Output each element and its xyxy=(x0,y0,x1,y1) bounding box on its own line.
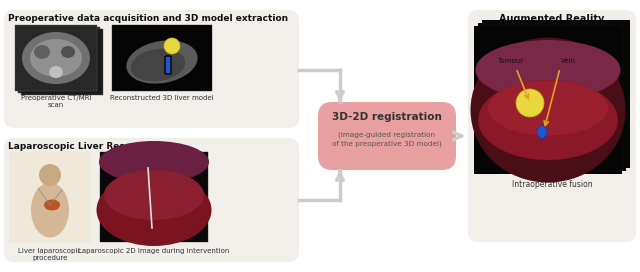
FancyBboxPatch shape xyxy=(4,10,299,128)
Ellipse shape xyxy=(30,39,82,77)
Ellipse shape xyxy=(131,49,186,81)
FancyBboxPatch shape xyxy=(165,56,171,74)
Ellipse shape xyxy=(99,141,209,183)
Text: Preoperative CT/MRI
scan: Preoperative CT/MRI scan xyxy=(20,95,92,108)
Text: Intraoperative fusion: Intraoperative fusion xyxy=(512,180,592,189)
FancyBboxPatch shape xyxy=(318,102,456,170)
Text: Reconstructed 3D liver model: Reconstructed 3D liver model xyxy=(110,95,214,101)
Text: Tumour: Tumour xyxy=(497,58,523,64)
FancyBboxPatch shape xyxy=(468,10,636,242)
Bar xyxy=(21,29,103,95)
Ellipse shape xyxy=(61,46,75,58)
Bar xyxy=(478,23,626,171)
Text: 3D-2D registration: 3D-2D registration xyxy=(332,112,442,122)
Bar xyxy=(18,27,100,93)
Circle shape xyxy=(164,38,180,54)
Text: Augmented Reality: Augmented Reality xyxy=(499,14,605,24)
Bar xyxy=(10,152,90,242)
Ellipse shape xyxy=(476,40,621,100)
Ellipse shape xyxy=(488,81,608,135)
Circle shape xyxy=(516,89,544,117)
Bar xyxy=(474,26,622,174)
Bar xyxy=(482,20,630,168)
Bar xyxy=(100,152,208,242)
Ellipse shape xyxy=(470,38,625,183)
Text: Vein: Vein xyxy=(561,58,575,64)
Text: Laparoscopic Liver Resection: Laparoscopic Liver Resection xyxy=(8,142,156,151)
Ellipse shape xyxy=(34,45,50,59)
Circle shape xyxy=(39,164,61,186)
Ellipse shape xyxy=(126,41,198,84)
Ellipse shape xyxy=(31,183,69,237)
Ellipse shape xyxy=(49,66,63,78)
Ellipse shape xyxy=(22,32,90,84)
Ellipse shape xyxy=(97,174,211,246)
FancyBboxPatch shape xyxy=(4,138,299,262)
Text: (image-guided registration
of the preoperative 3D model): (image-guided registration of the preope… xyxy=(332,132,442,147)
Ellipse shape xyxy=(537,125,547,138)
Text: Laparoscopic 2D image during intervention: Laparoscopic 2D image during interventio… xyxy=(78,248,230,254)
Ellipse shape xyxy=(104,170,204,220)
Ellipse shape xyxy=(44,199,60,211)
Text: Preoperative data acquisition and 3D model extraction: Preoperative data acquisition and 3D mod… xyxy=(8,14,288,23)
Text: Liver laparoscopic
procedure: Liver laparoscopic procedure xyxy=(19,248,82,261)
Ellipse shape xyxy=(478,80,618,160)
Bar xyxy=(15,25,97,91)
Bar xyxy=(112,25,212,91)
